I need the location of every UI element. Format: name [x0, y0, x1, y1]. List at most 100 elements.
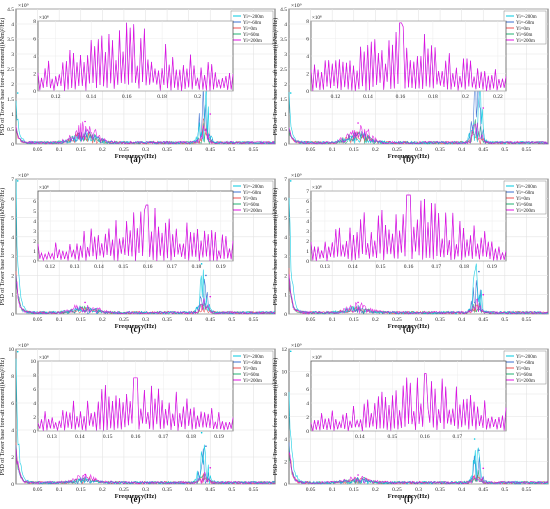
panel-label: (d) — [403, 324, 414, 334]
peak-point — [357, 122, 359, 124]
inset-x-tick-label: 0.16 — [396, 94, 406, 100]
peak-point — [16, 180, 19, 182]
inset-y-tick-label: 4 — [306, 54, 309, 60]
inset-scale-label: ×10⁸ — [39, 355, 49, 361]
x-tick-label: 0.3 — [415, 317, 422, 323]
inset-x-tick-label: 0.14 — [348, 264, 358, 270]
x-tick-label: 0.5 — [228, 317, 235, 323]
inset-x-tick-label: 0.15 — [119, 264, 129, 270]
x-tick-label: 0.25 — [119, 317, 129, 323]
legend-label: Yi=-200m — [516, 185, 537, 190]
y-axis-label: PSD of Tower base fore-aft moment((kNm)²… — [272, 188, 279, 305]
inset-scale-label: ×10⁸ — [39, 185, 49, 191]
x-tick-label: 0.35 — [162, 317, 172, 323]
y-axis-label: PSD of Tower base fore-aft moment((kNm)²… — [272, 18, 279, 135]
inset-x-tick-label: 0.18 — [428, 94, 438, 100]
x-tick-label: 0.55 — [522, 487, 532, 493]
y-tick-label: 4 — [284, 437, 287, 443]
x-tick-label: 0.55 — [522, 317, 532, 323]
legend-label: Yi=200m — [243, 39, 262, 44]
peak-point — [200, 431, 203, 434]
inset-scale-label: ×10⁸ — [312, 15, 322, 21]
inset-y-tick-label: 6 — [306, 387, 309, 393]
inset-y-tick-label: 4 — [306, 219, 309, 225]
x-tick-label: 0.4 — [185, 487, 192, 493]
x-tick-label: 0.2 — [372, 317, 379, 323]
inset-x-tick-label: 0.2 — [194, 94, 201, 100]
series-line-Yi200m — [15, 449, 276, 485]
y-tick-label: 0.5 — [7, 127, 14, 133]
inset-y-tick-label: 4 — [33, 54, 36, 60]
legend-label: Yi=-60m — [243, 191, 261, 196]
panel-label: (c) — [131, 324, 141, 334]
inset-x-tick-label: 0.14 — [75, 434, 85, 440]
y-axis-label: PSD of Tower base fore-aft moment((kNm)²… — [0, 188, 6, 305]
x-tick-label: 0.4 — [458, 487, 465, 493]
peak-point — [357, 301, 359, 304]
y-tick-label: 6 — [284, 196, 287, 202]
inset-x-tick-label: 0.18 — [459, 264, 469, 270]
peak-point — [209, 467, 212, 469]
inset-x-tick-label: 0.16 — [143, 264, 153, 270]
inset-x-tick-label: 0.17 — [452, 434, 462, 440]
inset-x-tick-label: 0.15 — [376, 264, 386, 270]
y-tick-label: 3 — [11, 254, 14, 260]
inset-y-tick-label: 0 — [306, 259, 309, 265]
panel-f: 0.05 0.1 0.15 0.2 0.25 0.3 0.35 0.4 0.45 0.5 0.55 0… — [272, 343, 549, 504]
x-tick-label: 0.1 — [329, 487, 336, 493]
inset-x-tick-label: 0.22 — [493, 94, 503, 100]
inset-x-tick-label: 0.14 — [363, 94, 373, 100]
inset-y-tick-label: 4 — [33, 401, 36, 407]
panel-c: 0.05 0.1 0.15 0.2 0.25 0.3 0.35 0.4 0.45 0.5 0.55 0… — [0, 173, 276, 334]
y-tick-label: 0 — [11, 482, 14, 488]
x-tick-label: 0.15 — [349, 487, 359, 493]
inset-x-tick-label: 0.16 — [420, 434, 430, 440]
x-tick-label: 0.55 — [249, 147, 259, 153]
legend-label: Yi=0m — [243, 197, 257, 202]
inset-y-tick-label: 2 — [33, 239, 36, 245]
y-tick-label: 3.5 — [7, 37, 14, 43]
peak-point — [84, 120, 86, 123]
legend-label: Yi=60m — [243, 203, 260, 208]
legend-label: Yi=200m — [243, 379, 262, 384]
inset-series-line — [310, 373, 507, 432]
peak-point — [357, 474, 359, 476]
inset-y-tick-label: 0 — [306, 429, 309, 435]
legend-label: Yi=0m — [243, 27, 257, 32]
legend-label: Yi=-200m — [243, 355, 264, 360]
x-tick-label: 0.25 — [392, 487, 402, 493]
y-tick-label: 0 — [284, 142, 287, 148]
peak-point — [289, 92, 292, 94]
legend-label: Yi=200m — [243, 209, 262, 214]
inset-y-tick-label: 1 — [306, 249, 309, 255]
peak-point — [478, 270, 480, 273]
inset-x-tick-label: 0.13 — [70, 264, 80, 270]
x-tick-label: 0.15 — [76, 147, 86, 153]
panel-label: (b) — [403, 154, 414, 164]
y-tick-label: 1 — [284, 112, 287, 118]
y-tick-label: 2 — [11, 82, 14, 88]
inset-y-tick-label: 2 — [306, 239, 309, 245]
x-tick-label: 0.35 — [162, 487, 172, 493]
inset-scale-label: ×10⁸ — [312, 355, 322, 361]
panel-label: (a) — [130, 154, 141, 164]
series-line-Yi200m — [15, 121, 276, 145]
y-tick-label: 4.5 — [280, 7, 287, 13]
legend-label: Yi=60m — [243, 373, 260, 378]
legend-label: Yi=200m — [516, 209, 535, 214]
y-tick-label: 4 — [11, 428, 14, 434]
y-tick-label: 2 — [11, 273, 14, 279]
x-tick-label: 0.15 — [349, 147, 359, 153]
x-tick-label: 0.4 — [185, 147, 192, 153]
x-tick-label: 0.3 — [415, 487, 422, 493]
y-tick-label: 6 — [11, 401, 14, 407]
inset-y-tick-label: 8 — [33, 373, 36, 379]
inset-x-tick-label: 0.2 — [462, 94, 469, 100]
legend-label: Yi=60m — [516, 203, 533, 208]
y-tick-label: 8 — [284, 392, 287, 398]
x-tick-label: 0.1 — [56, 317, 63, 323]
y-tick-label: 3.5 — [280, 37, 287, 43]
inset-x-tick-label: 0.14 — [355, 434, 365, 440]
panel-b: 0.05 0.1 0.15 0.2 0.25 0.3 0.35 0.4 0.45 0.5 0.55 0… — [272, 3, 549, 164]
